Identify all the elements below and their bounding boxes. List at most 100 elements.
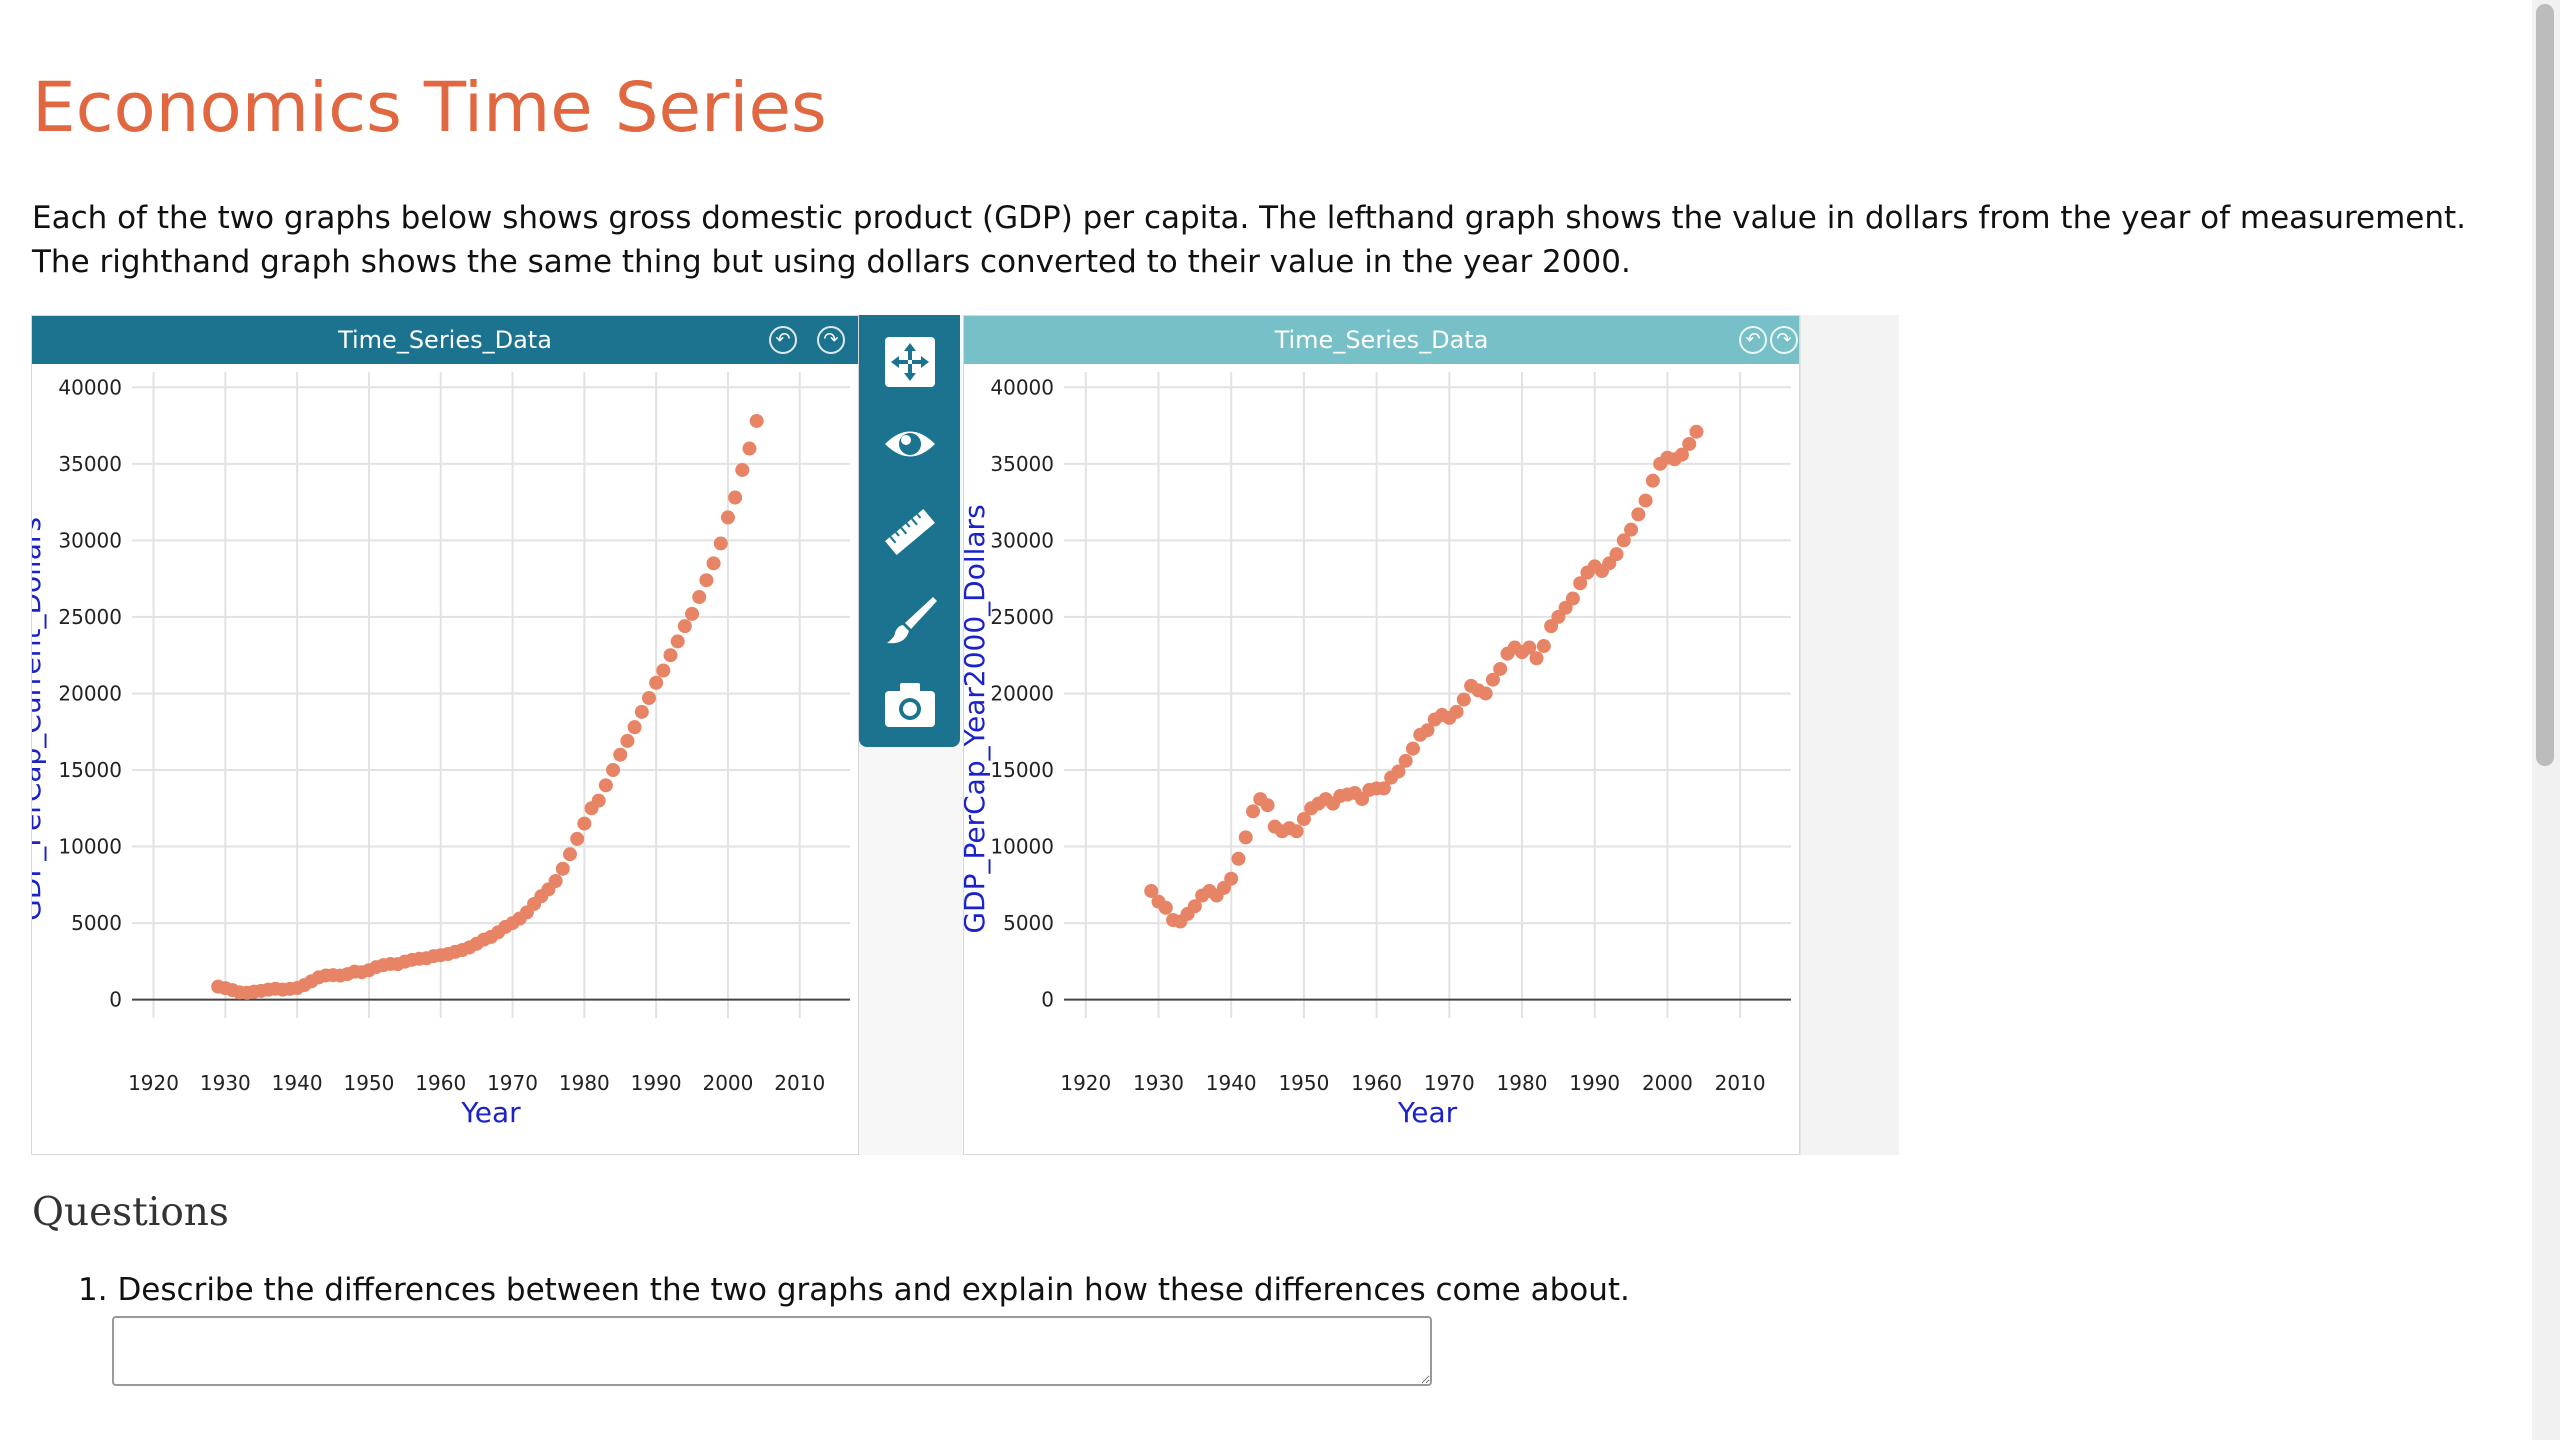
data-point[interactable] xyxy=(1674,447,1689,462)
graph-titlebar[interactable]: Time_Series_Data ↶ ↷ xyxy=(32,316,858,364)
data-point[interactable] xyxy=(1405,741,1420,756)
x-tick-label: 1960 xyxy=(415,1071,466,1095)
data-point[interactable] xyxy=(613,747,628,762)
data-point[interactable] xyxy=(1624,522,1639,537)
data-points xyxy=(211,413,764,1000)
graph-workspace: Time_Series_Data ↶ ↷ 1920 1930 1940 1950 196… xyxy=(31,315,1899,1155)
data-point[interactable] xyxy=(577,816,592,831)
data-point[interactable] xyxy=(1231,851,1246,866)
y-tick-label: 15000 xyxy=(990,758,1054,782)
data-point[interactable] xyxy=(1376,781,1391,796)
data-point[interactable] xyxy=(570,831,585,846)
question-number: 1. xyxy=(78,1272,108,1308)
graph-titlebar[interactable]: Time_Series_Data ↶ ↷ xyxy=(964,316,1799,364)
data-point[interactable] xyxy=(1478,686,1493,701)
y-tick-label: 30000 xyxy=(990,528,1054,552)
data-point[interactable] xyxy=(555,861,570,876)
data-point[interactable] xyxy=(1224,871,1239,886)
redo-icon[interactable]: ↷ xyxy=(817,326,845,354)
data-point[interactable] xyxy=(1536,639,1551,654)
undo-icon[interactable]: ↶ xyxy=(769,326,797,354)
workspace-gutter xyxy=(1800,315,1899,1155)
data-point[interactable] xyxy=(749,413,764,428)
data-point[interactable] xyxy=(1144,883,1159,898)
data-point[interactable] xyxy=(685,606,700,621)
data-point[interactable] xyxy=(1296,811,1311,826)
x-tick-label: 2010 xyxy=(774,1071,825,1095)
data-point[interactable] xyxy=(670,634,685,649)
data-point[interactable] xyxy=(1638,493,1653,508)
data-point[interactable] xyxy=(692,590,707,605)
data-point[interactable] xyxy=(1238,830,1253,845)
data-point[interactable] xyxy=(1485,672,1500,687)
data-point[interactable] xyxy=(627,720,642,735)
y-tick-label: 0 xyxy=(109,988,122,1012)
data-points xyxy=(1144,424,1704,929)
y-tick-label: 35000 xyxy=(58,452,122,476)
data-point[interactable] xyxy=(1609,547,1624,562)
data-point[interactable] xyxy=(1616,533,1631,548)
data-point[interactable] xyxy=(634,704,649,719)
eye-icon[interactable] xyxy=(883,417,937,471)
x-tick-label: 2000 xyxy=(1642,1071,1693,1095)
data-point[interactable] xyxy=(1391,764,1406,779)
data-point[interactable] xyxy=(1493,661,1508,676)
data-point[interactable] xyxy=(677,619,692,634)
data-point[interactable] xyxy=(562,847,577,862)
data-point[interactable] xyxy=(598,778,613,793)
data-point[interactable] xyxy=(591,793,606,808)
data-point[interactable] xyxy=(656,663,671,678)
data-point[interactable] xyxy=(1449,704,1464,719)
data-point[interactable] xyxy=(1456,692,1471,707)
move-icon[interactable] xyxy=(883,335,937,389)
y-tick-label: 35000 xyxy=(990,452,1054,476)
data-point[interactable] xyxy=(1420,723,1435,738)
x-tick-label: 1960 xyxy=(1351,1071,1402,1095)
data-point[interactable] xyxy=(1522,640,1537,655)
redo-icon[interactable]: ↷ xyxy=(1770,326,1798,354)
data-point[interactable] xyxy=(706,556,721,571)
x-tick-label: 1950 xyxy=(1278,1071,1329,1095)
data-point[interactable] xyxy=(1289,824,1304,839)
data-point[interactable] xyxy=(1689,424,1704,439)
graph-current-dollars[interactable]: Time_Series_Data ↶ ↷ 1920 1930 1940 1950 196… xyxy=(31,315,859,1155)
answer-field[interactable] xyxy=(112,1316,1432,1386)
graph-year2000-dollars[interactable]: Time_Series_Data ↶ ↷ 1920 1930 1940 1950 196… xyxy=(963,315,1800,1155)
scrollbar-thumb[interactable] xyxy=(2536,4,2554,766)
data-point[interactable] xyxy=(1398,753,1413,768)
intro-paragraph: Each of the two graphs below shows gross… xyxy=(32,200,2467,280)
data-point[interactable] xyxy=(713,536,728,551)
data-point[interactable] xyxy=(1573,576,1588,591)
data-point[interactable] xyxy=(1631,507,1646,522)
undo-icon[interactable]: ↶ xyxy=(1739,326,1767,354)
x-axis-label: Year xyxy=(460,1096,521,1129)
data-point[interactable] xyxy=(720,510,735,525)
data-point[interactable] xyxy=(1682,436,1697,451)
data-point[interactable] xyxy=(606,763,621,778)
data-point[interactable] xyxy=(548,873,563,888)
data-point[interactable] xyxy=(1187,899,1202,914)
ruler-icon[interactable] xyxy=(883,505,937,559)
data-point[interactable] xyxy=(641,691,656,706)
data-point[interactable] xyxy=(699,573,714,588)
y-axis-label: GDP_PerCap_Year2000_Dollars xyxy=(964,504,991,933)
data-point[interactable] xyxy=(742,441,757,456)
data-point[interactable] xyxy=(1645,473,1660,488)
data-point[interactable] xyxy=(1529,651,1544,666)
data-point[interactable] xyxy=(1246,804,1261,819)
scatter-plot-current[interactable]: 1920 1930 1940 1950 1960 1970 1980 1990 2000 2010… xyxy=(32,364,860,1156)
data-point[interactable] xyxy=(1260,798,1275,813)
scatter-plot-year2000[interactable]: 1920 1930 1940 1950 1960 1970 1980 1990 2000 2010… xyxy=(964,364,1801,1156)
brush-icon[interactable] xyxy=(883,593,937,647)
data-point[interactable] xyxy=(735,462,750,477)
camera-icon[interactable] xyxy=(883,677,937,731)
data-point[interactable] xyxy=(1158,900,1173,915)
y-tick-label: 10000 xyxy=(990,835,1054,859)
data-point[interactable] xyxy=(649,675,664,690)
data-point[interactable] xyxy=(1565,591,1580,606)
x-tick-label: 1940 xyxy=(272,1071,323,1095)
data-point[interactable] xyxy=(728,490,743,505)
page-title: Economics Time Series xyxy=(32,68,827,148)
data-point[interactable] xyxy=(663,648,678,663)
data-point[interactable] xyxy=(620,733,635,748)
